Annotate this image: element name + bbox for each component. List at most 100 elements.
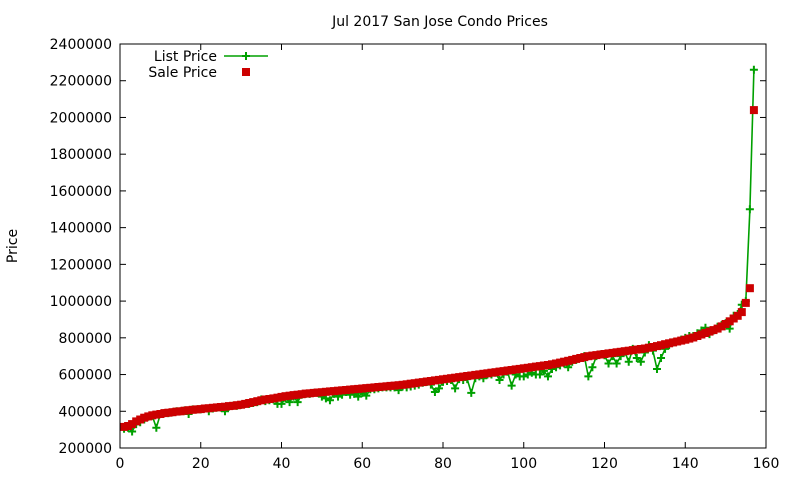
sale-price-point [398,380,407,389]
sale-price-point [721,320,730,328]
sale-price-point [552,359,560,368]
sale-price-point [354,384,363,393]
x-tick-label: 140 [672,456,699,472]
sale-price-point [701,329,710,337]
list-price-point [725,324,734,333]
sale-price-point [334,386,342,395]
sale-price-point [225,402,233,411]
sale-price-point [386,381,395,390]
sale-price-point [527,363,536,372]
list-price-point [507,381,516,390]
sale-price-point [624,346,633,355]
list-price-point [451,384,460,393]
sale-price-point [648,343,657,351]
x-tick-label: 160 [753,456,780,472]
sale-price-point [204,404,213,413]
list-price-point [749,65,758,74]
plot-frame [119,43,767,449]
sale-price-point [346,385,355,394]
list-price-point [543,372,552,381]
sale-price-point [152,410,161,419]
sale-price-point [745,284,754,293]
y-tick-label: 2400000 [50,37,112,53]
list-price-point [535,370,544,379]
sale-price-point [249,398,258,407]
x-tick-label: 0 [116,456,125,472]
sale-price-point [257,396,266,405]
x-tick-label: 60 [353,456,371,472]
x-tick-label: 100 [510,456,537,472]
sale-price-point [612,348,621,357]
y-tick-label: 400000 [59,404,112,420]
sale-price-point [378,382,387,391]
sale-price-point [192,405,201,414]
list-price-point [584,372,593,381]
list-price-point [624,357,633,366]
list-price-point [519,372,528,381]
x-tick-label: 40 [273,456,291,472]
y-tick-label: 1000000 [50,294,112,310]
y-tick-label: 800000 [59,331,112,347]
list-price-point [467,388,476,397]
sale-price-point [560,357,569,366]
list-price-point [293,398,302,407]
sale-price-point [515,364,524,373]
list-price-point [588,363,597,372]
y-tick-label: 1200000 [50,257,112,273]
sale-price-point [709,326,718,335]
list-price-point [652,365,661,374]
sale-price-point [677,336,686,345]
y-axis-label: Price [5,229,21,263]
sale-price-point [281,392,290,401]
x-tick-label: 20 [192,456,210,472]
sale-price-point [321,387,330,396]
sale-price-point [495,367,504,376]
sale-price-point [463,372,472,380]
sale-price-point [572,354,581,363]
sale-price-point [741,298,750,307]
sale-price-point [604,349,613,358]
list-price-point [632,354,641,363]
sale-price-point [451,373,460,382]
sale-price-point [366,383,375,392]
list-price-point [152,423,161,432]
legend-label-list-price: List Price [154,49,217,65]
legend-marker-list-price [242,52,250,60]
sale-price-point [592,351,601,360]
list-price-point [434,384,443,393]
y-tick-label: 200000 [59,441,112,457]
sale-price-point [128,420,137,429]
sale-price-point [184,406,193,415]
list-price-point [636,357,645,366]
sale-price-point [269,394,278,403]
list-price-point [325,396,334,405]
x-tick-label: 80 [434,456,452,472]
sale-price-point [293,390,302,399]
sale-price-point [475,370,484,379]
plot-area [120,65,758,436]
sale-price-point [216,403,225,411]
sale-price-point [749,106,758,115]
y-tick-label: 600000 [59,368,112,384]
sale-price-point [539,361,548,370]
sale-price-point [584,352,593,361]
sale-price-point [313,388,322,397]
legend-marker-sale-price [242,68,250,76]
list-price-point [362,391,371,400]
y-tick-label: 2200000 [50,74,112,90]
list-price-point [430,387,439,396]
list-price-point [604,359,613,368]
sale-price-point [120,422,128,431]
y-tick-label: 1800000 [50,147,112,163]
sale-price-point [140,413,149,422]
list-price-point [495,376,504,385]
sale-price-point [733,311,742,320]
x-tick-label: 120 [591,456,618,472]
list-price-point [657,354,666,363]
sale-price-point [237,400,246,409]
y-tick-label: 1400000 [50,221,112,237]
sale-price-point [164,408,173,417]
sale-price-point [507,366,516,374]
